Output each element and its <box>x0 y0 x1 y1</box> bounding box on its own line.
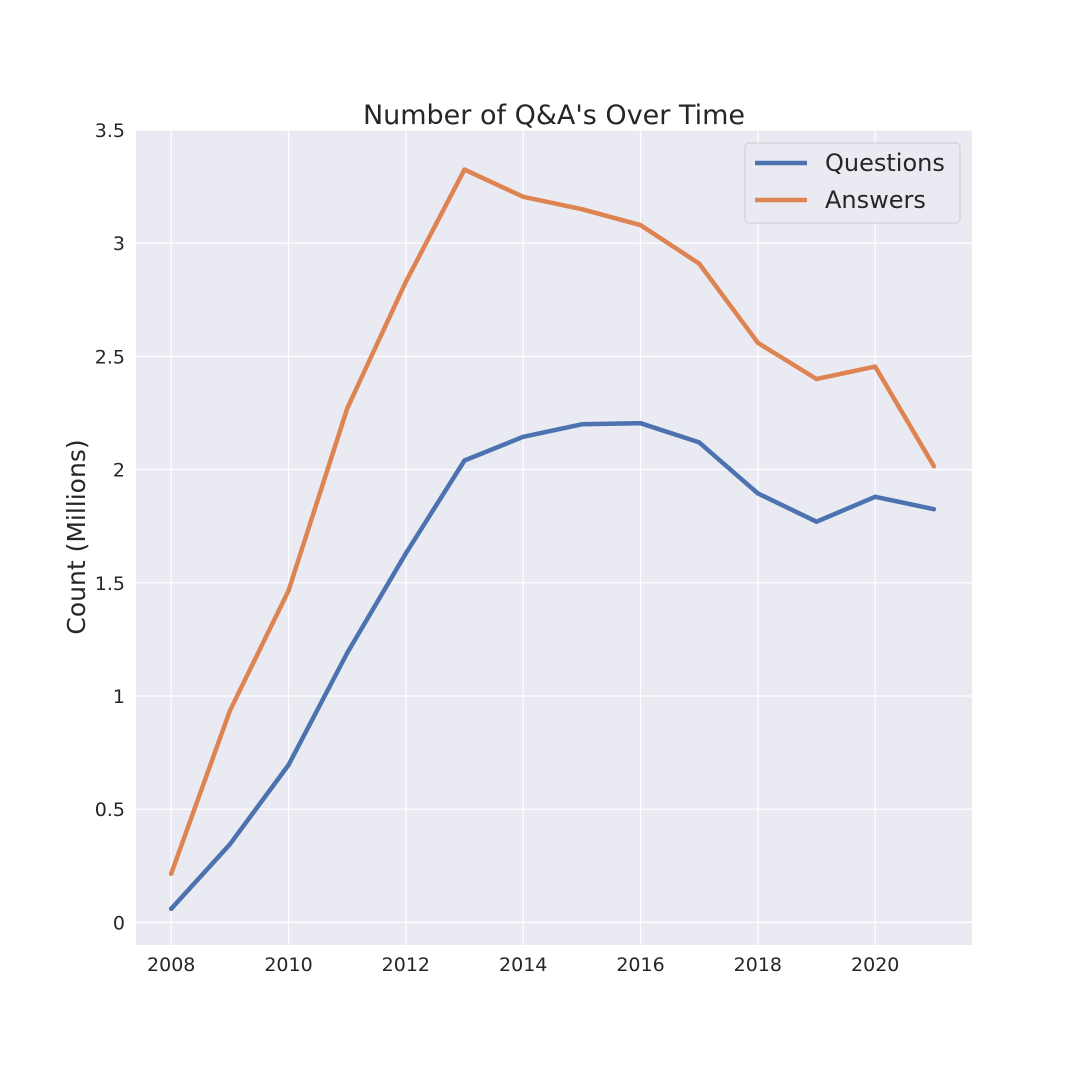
data-point-questions <box>873 494 878 499</box>
chart-title: Number of Q&A's Over Time <box>363 100 745 131</box>
y-tick-label: 0.5 <box>95 799 125 821</box>
data-point-questions <box>931 507 937 512</box>
data-point-answers <box>814 376 819 382</box>
y-tick-label: 1 <box>113 686 125 708</box>
x-tick-label: 2020 <box>851 954 899 976</box>
legend-label-questions: Questions <box>825 149 945 177</box>
y-tick-label: 1.5 <box>95 573 125 595</box>
data-point-answers <box>462 167 467 172</box>
data-point-answers <box>227 708 233 713</box>
series-lines <box>168 167 937 912</box>
data-point-questions <box>638 420 643 426</box>
y-axis: 0 0.5 1 1.5 2 2.5 3 3.5 <box>95 120 125 934</box>
data-point-answers <box>345 406 350 411</box>
series-line-answers <box>168 167 937 876</box>
data-point-answers <box>931 463 937 469</box>
x-tick-label: 2018 <box>734 954 782 976</box>
x-tick-label: 2008 <box>147 954 195 976</box>
plot-area <box>136 130 972 945</box>
data-point-questions <box>227 842 233 847</box>
legend: Questions Answers <box>744 142 961 224</box>
data-point-questions <box>345 650 350 656</box>
y-axis-label: Count (Millions) <box>62 439 91 634</box>
y-tick-label: 3.5 <box>95 120 125 142</box>
data-point-answers <box>697 261 702 266</box>
data-point-questions <box>286 762 291 768</box>
data-point-questions <box>755 491 761 496</box>
y-tick-label: 2 <box>113 460 125 482</box>
y-tick-label: 2.5 <box>95 346 125 368</box>
data-point-answers <box>579 207 585 212</box>
data-point-answers <box>403 279 409 284</box>
data-point-questions <box>697 440 702 445</box>
data-point-questions <box>403 551 409 556</box>
y-tick-label: 3 <box>113 233 125 255</box>
data-point-answers <box>638 222 643 228</box>
x-tick-label: 2012 <box>382 954 430 976</box>
data-point-questions <box>814 519 819 524</box>
data-point-answers <box>286 588 291 593</box>
x-tick-label: 2010 <box>264 954 312 976</box>
series-line-questions <box>168 420 937 912</box>
data-point-questions <box>169 906 174 911</box>
data-point-answers <box>169 871 174 876</box>
x-tick-label: 2014 <box>499 954 547 976</box>
data-point-answers <box>755 340 761 346</box>
data-point-questions <box>579 422 585 427</box>
x-axis: 2008 2010 2012 2014 2016 2018 2020 <box>147 954 899 976</box>
data-point-questions <box>521 434 526 439</box>
data-point-answers <box>521 194 526 199</box>
x-tick-label: 2016 <box>616 954 664 976</box>
legend-label-answers: Answers <box>825 186 926 214</box>
grid <box>136 129 972 945</box>
y-tick-label: 0 <box>113 912 125 934</box>
data-point-answers <box>873 364 878 369</box>
data-point-questions <box>462 458 467 463</box>
